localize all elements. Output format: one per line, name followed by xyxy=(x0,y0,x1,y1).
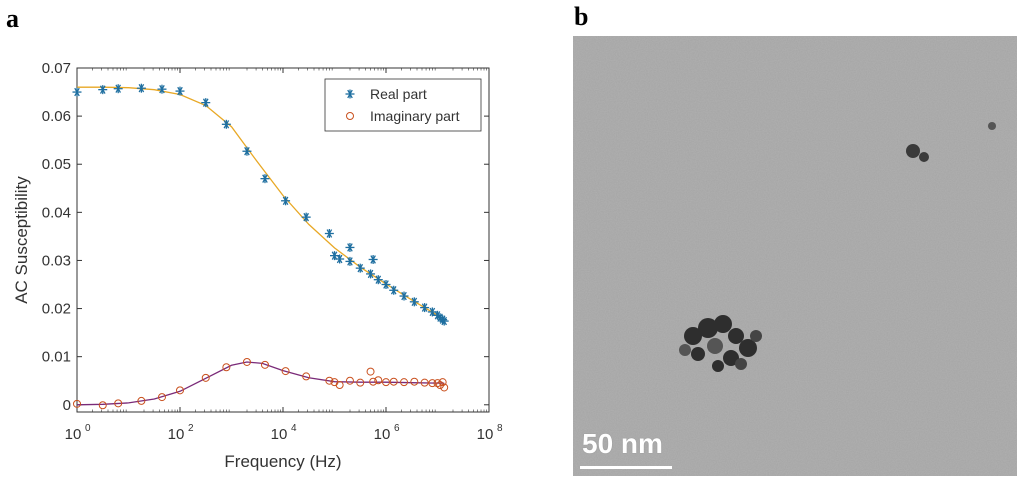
data-point-real xyxy=(373,275,383,285)
data-point-real xyxy=(157,84,167,94)
data-point-real xyxy=(389,285,399,295)
data-points xyxy=(72,83,449,410)
x-tick-exponent: 2 xyxy=(188,423,194,434)
x-tick-exponent: 4 xyxy=(291,423,297,434)
data-point-imaginary xyxy=(222,363,231,372)
x-tick-exponent: 6 xyxy=(394,423,400,434)
x-tick-exponent: 8 xyxy=(497,423,503,434)
scale-bar-label: 50 nm xyxy=(582,428,663,459)
data-point-real xyxy=(221,119,231,129)
y-tick-label: 0.01 xyxy=(42,349,71,366)
data-point-imaginary xyxy=(382,378,390,387)
data-point-real xyxy=(330,251,339,261)
y-tick-label: 0.04 xyxy=(42,204,71,221)
panel-label-b: b xyxy=(574,2,589,31)
legend-box xyxy=(324,78,482,132)
data-point-imaginary xyxy=(242,357,251,366)
data-point-imaginary xyxy=(345,376,354,385)
data-point-real xyxy=(136,83,146,93)
x-tick-label: 10 xyxy=(65,426,82,443)
data-point-real xyxy=(381,280,391,290)
fit-curve xyxy=(76,361,445,406)
data-point-real xyxy=(201,98,211,108)
x-tick-label: 10 xyxy=(168,426,185,443)
data-point-real xyxy=(439,316,449,326)
data-point-imaginary xyxy=(428,379,437,388)
data-point-real xyxy=(113,84,123,94)
data-point-real xyxy=(242,146,252,156)
data-point-imaginary xyxy=(369,377,378,386)
data-point-real xyxy=(301,212,311,222)
data-point-imaginary xyxy=(438,378,447,387)
data-point-imaginary xyxy=(73,399,81,408)
tem-grain xyxy=(573,36,1017,476)
data-point-imaginary xyxy=(176,386,184,395)
x-tick-label: 10 xyxy=(374,426,391,443)
ac-susceptibility-chart: 00.010.020.030.040.050.060.07 10 0 10 2 10 4 1… xyxy=(12,60,503,471)
data-point-imaginary xyxy=(157,393,166,402)
data-point-imaginary xyxy=(433,379,442,388)
data-point-imaginary xyxy=(436,381,445,390)
data-point-imaginary xyxy=(420,378,429,387)
y-tick-label: 0.05 xyxy=(42,156,71,173)
data-point-real xyxy=(98,85,108,95)
data-point-real xyxy=(335,254,345,264)
scale-bar xyxy=(580,466,672,469)
data-point-real xyxy=(366,269,376,279)
y-tick-label: 0 xyxy=(63,397,71,414)
nanoparticle-cluster-small xyxy=(906,144,929,162)
y-tick-label: 0.07 xyxy=(42,60,71,77)
data-point-real xyxy=(175,86,185,96)
data-point-imaginary xyxy=(260,360,269,369)
data-point-imaginary xyxy=(201,373,210,382)
data-point-real xyxy=(324,229,334,239)
data-point-imaginary xyxy=(440,383,449,392)
x-tick-exponent: 0 xyxy=(85,423,91,434)
x-tick-label: 10 xyxy=(477,426,494,443)
nanoparticle-cluster-large xyxy=(679,315,762,372)
data-point-imaginary xyxy=(98,401,107,410)
y-tick-label: 0.02 xyxy=(42,301,71,318)
tem-image xyxy=(573,36,1017,476)
data-point-imaginary xyxy=(374,376,383,385)
legend-marker-real xyxy=(345,89,355,99)
data-point-imaginary xyxy=(325,376,334,385)
data-point-imaginary xyxy=(302,372,311,381)
data-point-imaginary xyxy=(281,367,290,376)
data-point-real xyxy=(260,174,270,184)
data-point-real xyxy=(399,291,409,301)
data-point-imaginary xyxy=(335,381,344,390)
x-axis-label: Frequency (Hz) xyxy=(224,452,341,471)
data-point-imaginary xyxy=(137,396,146,405)
legend-marker-imaginary xyxy=(346,112,354,120)
y-tick-label: 0.03 xyxy=(42,252,71,269)
x-ticks: 10 0 10 2 10 4 10 6 10 8 xyxy=(65,68,503,443)
data-point-imaginary xyxy=(356,378,365,387)
y-axis-label: AC Susceptibility xyxy=(12,176,31,304)
data-point-real xyxy=(355,263,365,273)
data-point-imaginary xyxy=(400,378,409,387)
data-point-real xyxy=(420,303,430,313)
data-point-imaginary xyxy=(410,377,419,386)
legend-marker-real-star xyxy=(345,89,355,99)
legend-label-imaginary: Imaginary part xyxy=(370,108,460,124)
data-point-imaginary xyxy=(366,367,375,376)
tem-micrograph xyxy=(573,36,1017,476)
y-tick-label: 0.06 xyxy=(42,108,71,125)
data-point-real xyxy=(281,196,291,206)
y-ticks: 0 0.01 0.02 0.03 0.04 0.05 0.06 0.07 xyxy=(42,60,489,414)
data-point-real xyxy=(345,256,355,266)
data-point-real xyxy=(72,87,82,97)
x-tick-label: 10 xyxy=(271,426,288,443)
panel-label-a: a xyxy=(6,4,19,33)
data-point-imaginary xyxy=(114,399,123,408)
nanoparticle-single xyxy=(988,122,996,130)
legend-marker-imaginary-circle xyxy=(346,112,354,120)
legend-label-real: Real part xyxy=(370,86,427,102)
data-point-real xyxy=(368,254,378,264)
data-point-imaginary xyxy=(389,377,398,386)
data-point-real xyxy=(345,242,355,252)
legend: Real part Imaginary part xyxy=(324,78,482,132)
data-point-real xyxy=(409,297,419,307)
